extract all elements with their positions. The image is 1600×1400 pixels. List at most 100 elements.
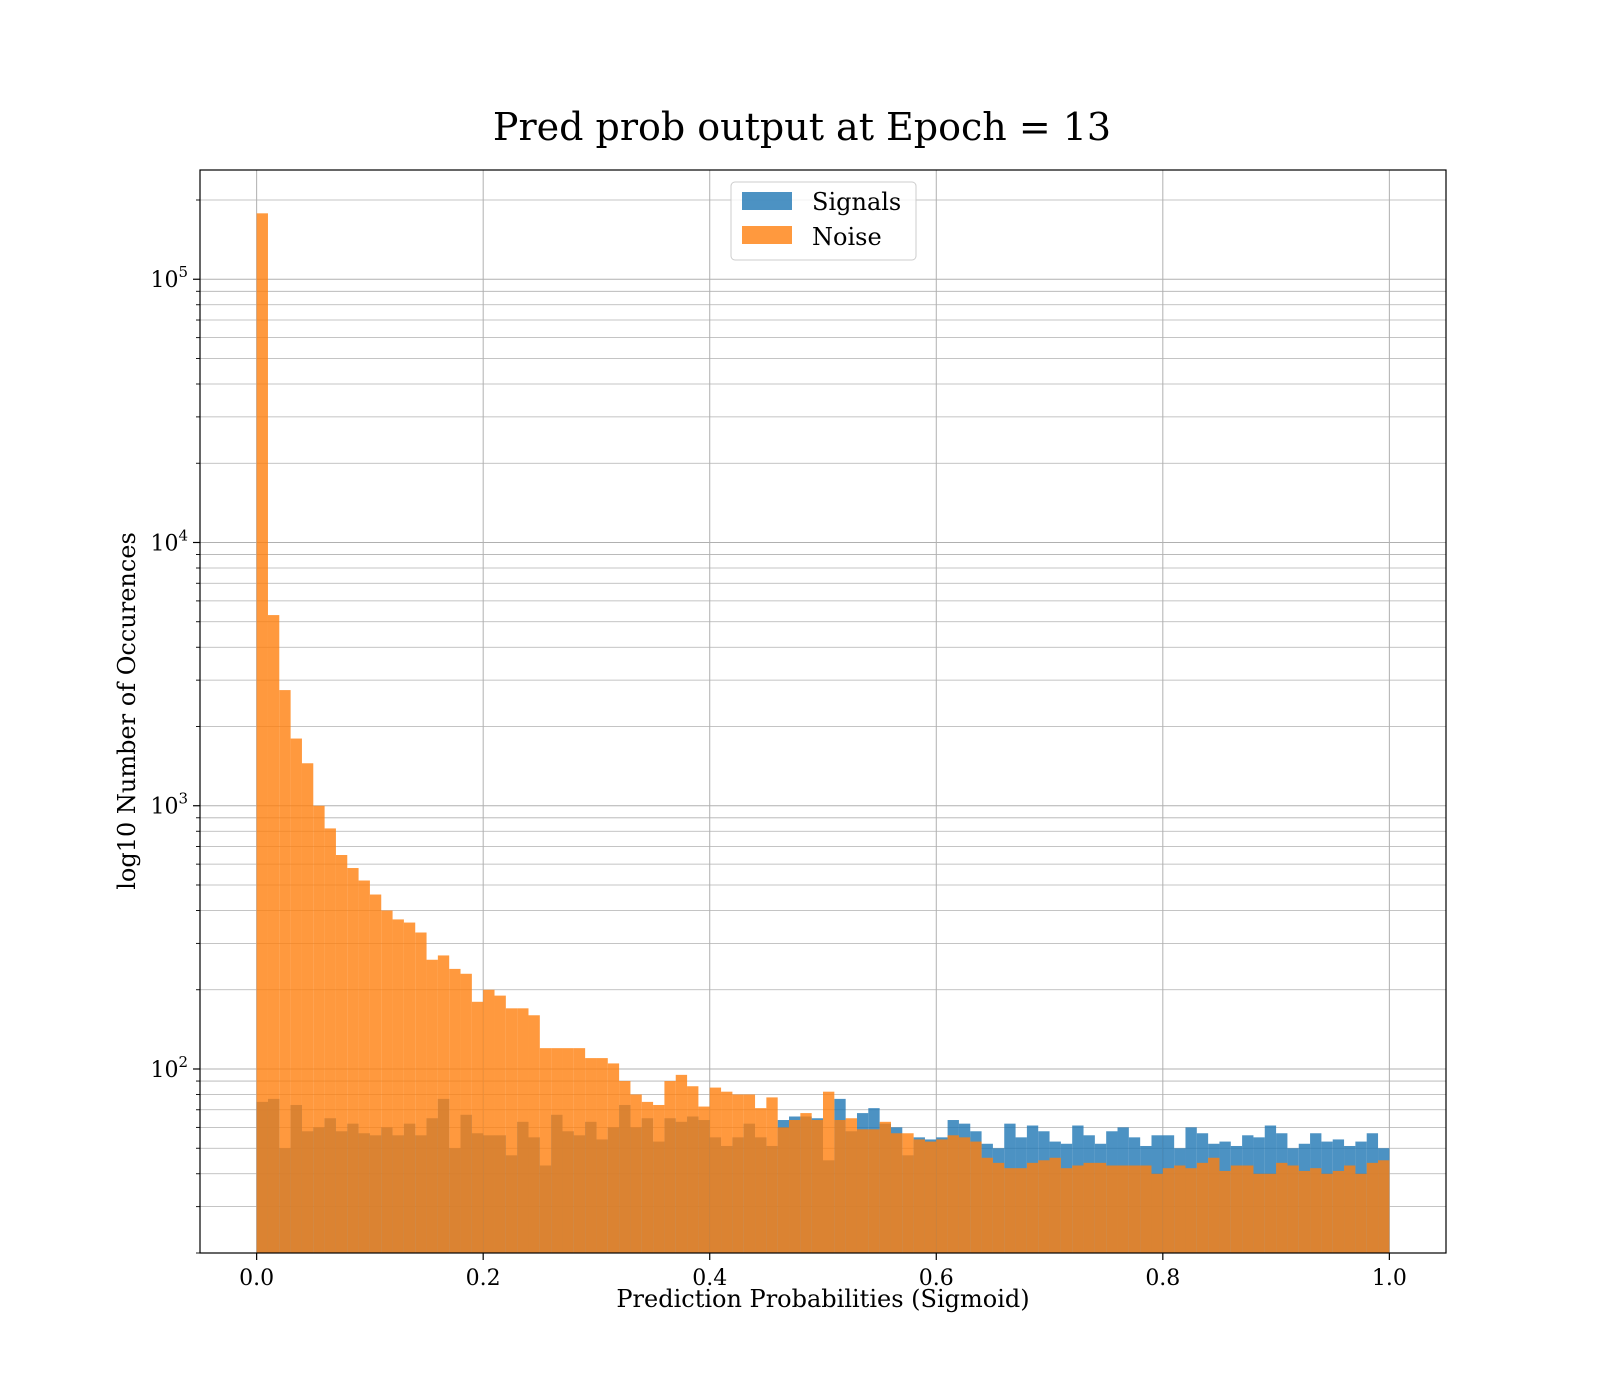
noise-bar	[1208, 1157, 1220, 1253]
noise-bar	[947, 1135, 959, 1253]
noise-bar	[267, 615, 280, 1253]
noise-bar	[823, 1091, 835, 1253]
noise-bar	[743, 1094, 756, 1253]
noise-bar	[335, 855, 348, 1253]
noise-bar	[777, 1127, 790, 1253]
noise-bar	[415, 932, 427, 1253]
noise-bar	[279, 690, 291, 1253]
noise-bar	[936, 1139, 948, 1253]
noise-bar	[789, 1120, 801, 1253]
y-tick-label: 104	[150, 526, 188, 556]
noise-bar	[403, 922, 416, 1253]
noise-bar	[369, 894, 382, 1253]
noise-bar	[551, 1048, 563, 1253]
noise-bar	[834, 1120, 846, 1253]
y-tick-label: 105	[150, 263, 188, 293]
noise-bar	[471, 1001, 484, 1253]
noise-bar	[924, 1141, 937, 1253]
noise-bar	[958, 1137, 971, 1253]
noise-bar	[890, 1133, 903, 1253]
legend: Signals Noise	[730, 181, 917, 261]
noise-bar	[1366, 1162, 1379, 1253]
noise-bar	[913, 1139, 925, 1253]
noise-bar	[675, 1074, 688, 1253]
noise-bar	[517, 1008, 529, 1253]
noise-bar	[902, 1133, 914, 1253]
noise-bar	[1310, 1168, 1322, 1253]
noise-bar	[1015, 1168, 1027, 1253]
x-tick-label: 0.6	[919, 1266, 954, 1291]
noise-bar	[800, 1113, 812, 1253]
x-axis-label: Prediction Probabilities (Sigmoid)	[616, 1285, 1029, 1313]
noise-bar	[392, 919, 404, 1253]
noise-bar	[528, 1015, 540, 1253]
noise-bar	[981, 1157, 993, 1253]
noise-bar	[1344, 1165, 1356, 1253]
noise-bar	[687, 1086, 699, 1253]
noise-bar	[324, 828, 336, 1253]
noise-bar	[856, 1129, 869, 1253]
noise-bar	[585, 1058, 597, 1253]
noise-bar	[1355, 1173, 1367, 1253]
noise-bar	[1219, 1170, 1231, 1253]
noise-bar	[607, 1063, 620, 1253]
noise-bar	[1026, 1162, 1039, 1253]
noise-bar	[1038, 1160, 1050, 1253]
noise-bar	[1276, 1162, 1288, 1253]
noise-bar	[811, 1120, 823, 1253]
legend-swatch-signals	[742, 192, 792, 210]
x-tick-label: 0.4	[692, 1266, 727, 1291]
noise-bar	[1049, 1157, 1061, 1253]
noise-bar	[1185, 1168, 1197, 1253]
x-axis: 0.0 0.2 0.4 0.6 0.8 1.0	[239, 1253, 1407, 1291]
legend-label-noise: Noise	[812, 223, 882, 251]
noise-bar	[1242, 1165, 1254, 1253]
y-tick-label: 103	[150, 790, 188, 820]
noise-bar	[562, 1048, 574, 1253]
noise-bar	[664, 1081, 676, 1253]
noise-bar	[256, 213, 268, 1253]
noise-bar	[1072, 1165, 1084, 1253]
noise-bar	[845, 1118, 857, 1253]
noise-bar	[449, 968, 461, 1253]
noise-bar	[1230, 1165, 1243, 1253]
noise-bar	[313, 805, 325, 1253]
noise-bar	[460, 973, 472, 1253]
noise-bar	[1174, 1165, 1186, 1253]
x-tick-label: 0.0	[239, 1266, 274, 1291]
legend-swatch-noise	[742, 226, 792, 244]
noise-bar	[1117, 1165, 1129, 1253]
noise-bar	[1253, 1173, 1265, 1253]
chart-title: Pred prob output at Epoch = 13	[493, 105, 1111, 149]
noise-bar	[766, 1097, 778, 1253]
legend-label-signals: Signals	[812, 188, 901, 216]
noise-bar	[992, 1162, 1005, 1253]
noise-bar	[721, 1091, 733, 1253]
noise-bar	[573, 1048, 586, 1253]
noise-bar	[868, 1129, 880, 1253]
noise-bar	[630, 1094, 642, 1253]
noise-bar	[1287, 1165, 1299, 1253]
noise-bar	[1151, 1173, 1163, 1253]
x-tick-label: 0.2	[466, 1266, 501, 1291]
noise-bar	[301, 763, 314, 1253]
noise-bar	[505, 1008, 518, 1253]
x-tick-label: 0.8	[1145, 1266, 1180, 1291]
noise-bar	[290, 738, 302, 1253]
y-axis-label: log10 Number of Occurences	[113, 532, 141, 890]
noise-bar	[653, 1104, 665, 1253]
noise-bar	[347, 868, 359, 1253]
y-tick-label: 102	[150, 1053, 188, 1083]
noise-bar	[1004, 1168, 1016, 1253]
noise-bar	[1162, 1168, 1175, 1253]
noise-bar	[619, 1081, 631, 1253]
noise-bar	[596, 1058, 608, 1253]
noise-bar	[1083, 1162, 1095, 1253]
noise-bar	[437, 955, 450, 1253]
plot-frame	[199, 169, 1447, 1254]
noise-bar	[1060, 1168, 1073, 1253]
noise-bar	[641, 1101, 654, 1253]
y-axis: 102 103 104 105	[150, 199, 200, 1254]
